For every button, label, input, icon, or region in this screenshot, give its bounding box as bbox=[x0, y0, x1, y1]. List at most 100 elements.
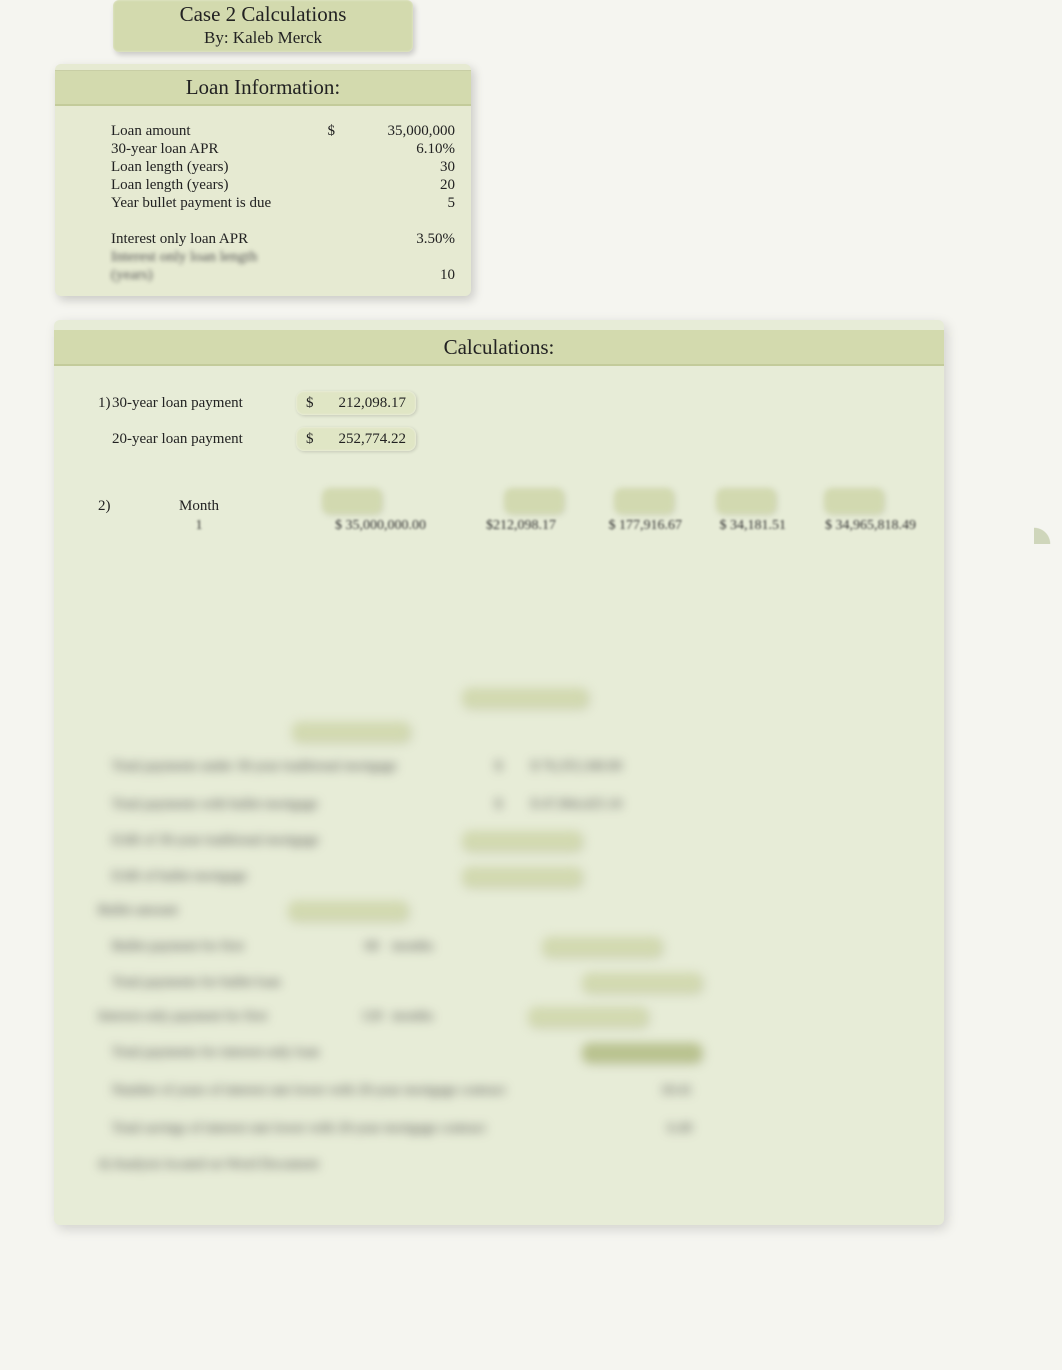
blurred-row-text: Interest-only payment for first bbox=[98, 1009, 352, 1025]
loan-row: Loan length (years) 20 bbox=[111, 176, 455, 194]
blurred-row-mid: 120 bbox=[352, 1009, 392, 1025]
loan-row: Year bullet payment is due 5 bbox=[111, 194, 455, 212]
calc-col-header-blur bbox=[716, 488, 776, 514]
header-card: Case 2 Calculations By: Kaleb Merck bbox=[113, 0, 413, 52]
blurred-row-text: Bullet amount bbox=[98, 903, 288, 919]
calc-row-20yr: 20-year loan payment $ 252,774.22 bbox=[98, 426, 416, 452]
q2-cell: $ 34,181.51 bbox=[682, 518, 786, 534]
loan-row-currency bbox=[291, 248, 335, 266]
blurred-row-value: 18.41 bbox=[612, 1083, 692, 1099]
calc-row-value: 212,098.17 bbox=[339, 391, 407, 415]
calculations-panel: Calculations: 1) 30-year loan payment $ … bbox=[54, 320, 944, 1225]
blurred-pill bbox=[288, 901, 408, 921]
blurred-pill bbox=[582, 1043, 702, 1063]
calc-row-currency: $ bbox=[306, 427, 314, 451]
blurred-pill bbox=[292, 722, 410, 742]
blurred-row-sep: $ bbox=[432, 759, 502, 775]
blurred-row-value: $ 76,355,340.00 bbox=[502, 759, 622, 775]
blurred-row: Total payments with bullet mortgage $ $ … bbox=[112, 794, 622, 816]
calc-q2-first-data-row: 1 $ 35,000,000.00 $212,098.17 $ 177,916.… bbox=[98, 518, 938, 534]
blurred-row: 4) Analysis located on Word Document bbox=[98, 1154, 598, 1176]
calc-col-header-blur bbox=[322, 488, 382, 514]
calc-row-label: 30-year loan payment bbox=[112, 390, 296, 416]
loan-row-currency bbox=[291, 176, 335, 194]
loan-row-blurred: Interest only loan length (years) bbox=[111, 248, 455, 266]
blurred-row: Number of years of interest rate lower w… bbox=[112, 1080, 692, 1102]
loan-row-value: 5 bbox=[335, 194, 455, 212]
loan-info-panel: Loan Information: Loan amount $ 35,000,0… bbox=[55, 64, 471, 296]
loan-row-label: Loan length (years) bbox=[111, 176, 291, 194]
loan-row-value: 6.10% bbox=[335, 140, 455, 158]
blurred-row-text: EAR of bullet mortgage bbox=[112, 869, 432, 885]
calc-row-label: 20-year loan payment bbox=[112, 426, 296, 452]
loan-row-spacer bbox=[111, 212, 455, 230]
loan-row-value: 35,000,000 bbox=[335, 122, 455, 140]
loan-row: Loan length (years) 30 bbox=[111, 158, 455, 176]
blurred-row: Total payments under 30-year traditional… bbox=[112, 756, 622, 778]
blurred-row-text: EAR of 30-year traditional mortgage bbox=[112, 833, 432, 849]
q2-cell: $212,098.17 bbox=[426, 518, 556, 534]
calc-row-number: 1) bbox=[98, 390, 112, 416]
blurred-row: EAR of bullet mortgage bbox=[112, 866, 582, 888]
blurred-row-text: Total savings of interest rate lower wit… bbox=[112, 1121, 612, 1137]
blurred-row: Interest-only payment for first 120 mont… bbox=[98, 1006, 648, 1028]
blurred-pill bbox=[542, 937, 662, 957]
loan-row-label: Loan length (years) bbox=[111, 158, 291, 176]
blurred-row-text: Total payments under 30-year traditional… bbox=[112, 759, 432, 775]
loan-row: Interest only loan APR 3.50% bbox=[111, 230, 455, 248]
blurred-row-mid2: months bbox=[392, 1009, 512, 1025]
loan-row-currency: $ bbox=[291, 122, 335, 140]
loan-info-banner: Loan Information: bbox=[55, 70, 471, 106]
calc-col-header-blur bbox=[504, 488, 564, 514]
calc-col-month: Month bbox=[112, 498, 286, 515]
blurred-pill bbox=[462, 688, 588, 708]
blurred-pill bbox=[528, 1007, 648, 1027]
blurred-row: Total payments for interest-only loan bbox=[112, 1042, 702, 1064]
blurred-row-text: Total payments with bullet mortgage bbox=[112, 797, 432, 813]
q2-cell: 1 bbox=[112, 518, 286, 534]
calc-row-30yr: 1) 30-year loan payment $ 212,098.17 bbox=[98, 390, 416, 416]
blurred-row-text: 4) Analysis located on Word Document bbox=[98, 1157, 598, 1173]
loan-row-currency bbox=[291, 266, 335, 284]
loan-row: 30-year loan APR 6.10% bbox=[111, 140, 455, 158]
loan-row-value: 30 bbox=[335, 158, 455, 176]
loan-row-label: Interest only loan length (years) bbox=[111, 248, 291, 266]
loan-row-currency bbox=[291, 230, 335, 248]
blurred-row-sep: $ bbox=[432, 797, 502, 813]
blurred-row-mid: 60 bbox=[352, 939, 392, 955]
page-corner-fold-icon bbox=[1034, 516, 1062, 544]
blurred-row-value: 6.49 bbox=[612, 1121, 692, 1137]
calc-col-header-blur bbox=[614, 488, 674, 514]
calc-row-currency: $ bbox=[306, 391, 314, 415]
calc-col-header-blur bbox=[824, 488, 884, 514]
header-title: Case 2 Calculations bbox=[113, 2, 413, 27]
calculations-banner: Calculations: bbox=[54, 330, 944, 366]
blurred-row-text: Total payments for bullet loan bbox=[112, 975, 432, 991]
loan-row-currency bbox=[291, 194, 335, 212]
calc-row-number: 2) bbox=[98, 498, 112, 515]
loan-row-label: Interest only loan APR bbox=[111, 230, 291, 248]
blurred-pill bbox=[462, 867, 582, 887]
q2-cell: $ 35,000,000.00 bbox=[286, 518, 426, 534]
q2-cell bbox=[98, 518, 112, 534]
loan-row-label: 30-year loan APR bbox=[111, 140, 291, 158]
loan-row-currency bbox=[291, 140, 335, 158]
blurred-row-text: Total payments for interest-only loan bbox=[112, 1045, 432, 1061]
blurred-pill bbox=[582, 973, 702, 993]
loan-row-currency bbox=[291, 158, 335, 176]
q2-cell: $ 177,916.67 bbox=[556, 518, 682, 534]
loan-row-value bbox=[335, 248, 455, 266]
loan-row: Loan amount $ 35,000,000 bbox=[111, 122, 455, 140]
calc-row-value: 252,774.22 bbox=[339, 427, 407, 451]
q2-cell: $ 34,965,818.49 bbox=[786, 518, 916, 534]
loan-row-value: 3.50% bbox=[335, 230, 455, 248]
lower-blurred-region: Total payments under 30-year traditional… bbox=[54, 670, 944, 1210]
header-subtitle: By: Kaleb Merck bbox=[113, 28, 413, 48]
loan-info-rows: Loan amount $ 35,000,000 30-year loan AP… bbox=[111, 122, 455, 284]
blurred-row: Total payments for bullet loan bbox=[112, 972, 702, 994]
blurred-row-text: Bullet payment for first bbox=[112, 939, 352, 955]
loan-row-label: Loan amount bbox=[111, 122, 291, 140]
blurred-row-value: $ 47,964,425.10 bbox=[502, 797, 622, 813]
blurred-pill bbox=[462, 831, 582, 851]
blurred-row: Total savings of interest rate lower wit… bbox=[112, 1118, 692, 1140]
